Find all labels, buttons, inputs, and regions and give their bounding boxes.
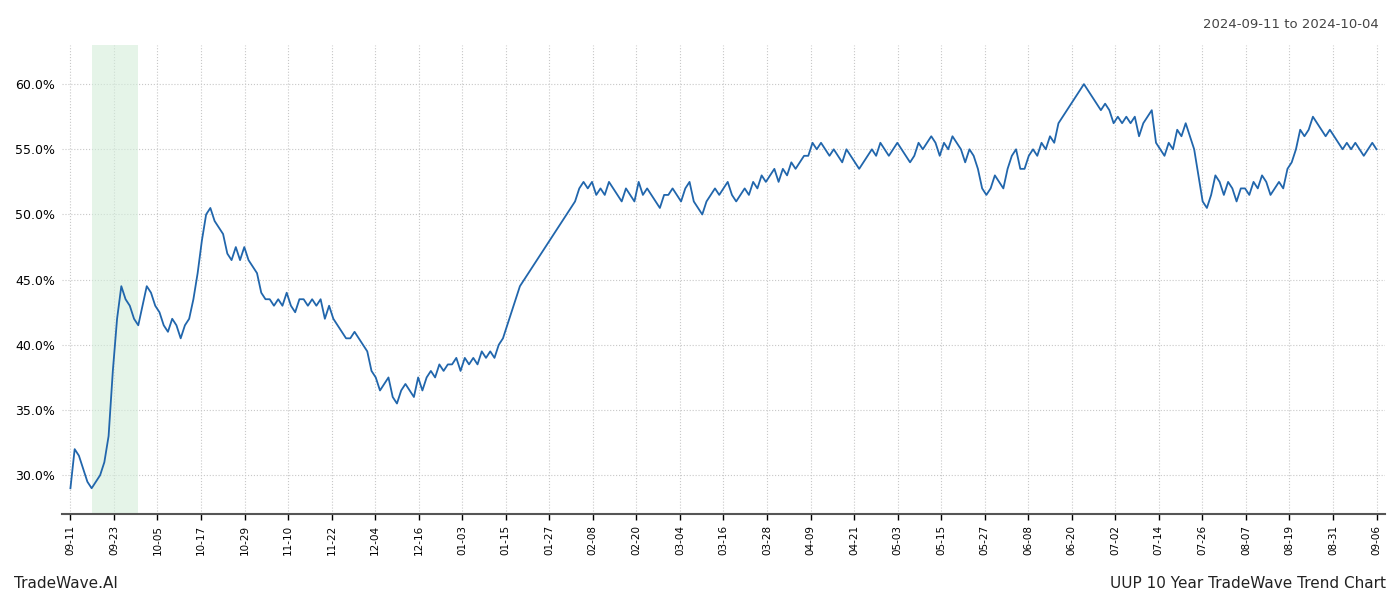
Text: 2024-09-11 to 2024-10-04: 2024-09-11 to 2024-10-04 bbox=[1203, 18, 1379, 31]
Bar bbox=[92, 45, 139, 514]
Text: UUP 10 Year TradeWave Trend Chart: UUP 10 Year TradeWave Trend Chart bbox=[1110, 576, 1386, 591]
Text: TradeWave.AI: TradeWave.AI bbox=[14, 576, 118, 591]
